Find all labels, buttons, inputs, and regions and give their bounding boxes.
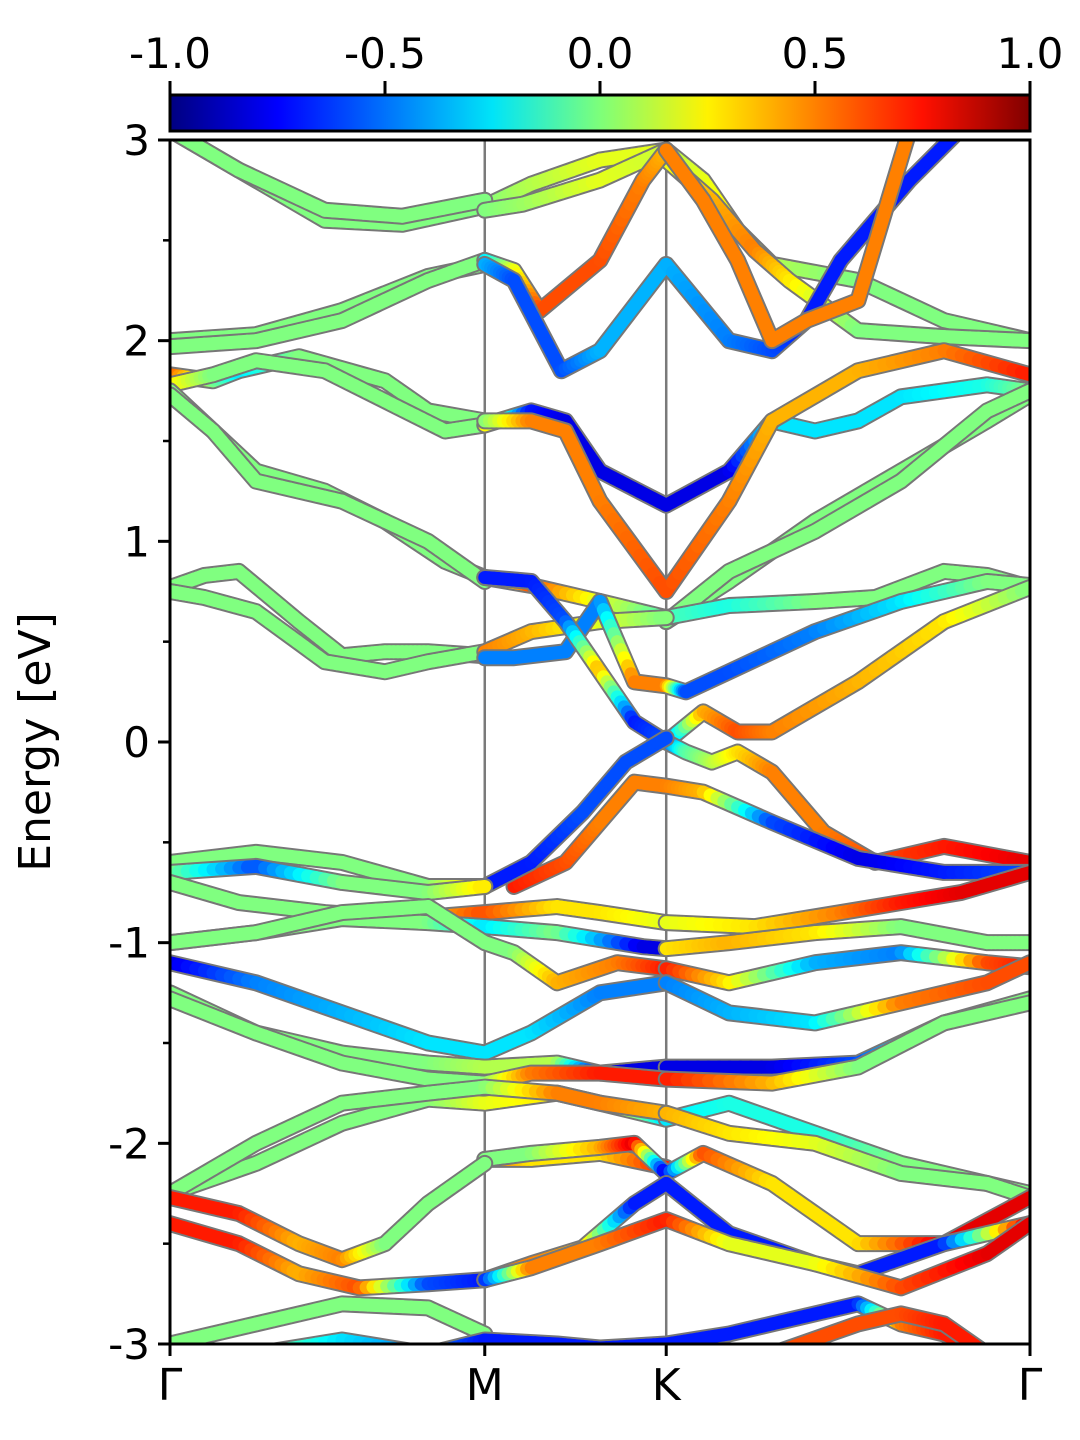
band-segment <box>973 1341 985 1344</box>
band-54 <box>772 1305 988 1354</box>
y-tick-label-3: 0 <box>123 718 150 767</box>
x-tick-label-2: K <box>652 1360 682 1411</box>
band-segment <box>772 1351 781 1354</box>
band-7 <box>170 251 494 356</box>
x-tick-label-0: Γ <box>158 1360 183 1411</box>
band-segment <box>442 1341 456 1344</box>
band-16 <box>170 386 494 590</box>
band-segment <box>174 140 190 145</box>
band-segment <box>277 1343 285 1344</box>
band-segment <box>293 1339 314 1344</box>
x-tick-label-1: M <box>466 1360 504 1411</box>
colorbar-tick-label-1: -0.5 <box>344 29 426 78</box>
colorbar-tick-label-4: 1.0 <box>997 29 1064 78</box>
band-40 <box>170 990 675 1092</box>
band-segment <box>983 1351 987 1354</box>
y-tick-label-6: 3 <box>123 116 150 165</box>
band-segment <box>983 1352 987 1354</box>
y-tick-label-5: 2 <box>123 317 150 366</box>
band-segment <box>976 1343 981 1344</box>
band-lines <box>170 140 1030 1354</box>
band-segment <box>472 1156 492 1174</box>
band-10 <box>657 140 916 350</box>
x-tick-label-3: Γ <box>1018 1360 1043 1411</box>
band-segment <box>265 1351 274 1352</box>
band-segment <box>441 1343 448 1344</box>
band-segment <box>963 1339 980 1344</box>
colorbar: -1.0 -0.5 0.0 0.5 1.0 <box>129 29 1063 133</box>
band-segment <box>472 879 492 894</box>
band-segment <box>428 1353 434 1354</box>
band-outline-47 <box>476 1134 1030 1253</box>
band-segment <box>411 1351 420 1352</box>
band-segment <box>655 731 673 747</box>
colorbar-ticks: -1.0 -0.5 0.0 0.5 1.0 <box>129 29 1063 95</box>
band-49 <box>170 1215 494 1297</box>
band-segment <box>780 1341 795 1344</box>
band-41 <box>657 994 1030 1092</box>
band-segment <box>445 1340 463 1344</box>
colorbar-tick-label-0: -1.0 <box>129 29 211 78</box>
y-tick-label-4: 1 <box>123 517 150 566</box>
band-25 <box>657 733 1030 871</box>
band-9 <box>476 140 962 380</box>
band-outline-31 <box>657 863 1030 936</box>
band-segment <box>945 140 959 145</box>
band-14 <box>476 342 1030 600</box>
band-segment <box>470 193 492 209</box>
band-31 <box>657 863 1030 936</box>
band-segment <box>388 1341 405 1344</box>
y-tick-label-0: -3 <box>108 1320 150 1369</box>
band-37 <box>657 954 1030 1032</box>
band-segment <box>285 1340 305 1344</box>
y-tick-label-1: -2 <box>108 1119 150 1168</box>
band-20 <box>170 583 494 681</box>
band-33 <box>657 918 1030 958</box>
band-2 <box>170 140 494 225</box>
y-axis-ticks: -3 -2 -1 0 1 2 3 <box>108 116 170 1369</box>
band-segment <box>450 1339 469 1344</box>
band-45 <box>657 1104 1030 1207</box>
band-52 <box>170 1295 494 1344</box>
band-34 <box>170 898 675 992</box>
band-segment <box>434 1351 440 1352</box>
band-segment <box>370 1339 391 1344</box>
colorbar-tick-label-2: 0.0 <box>567 29 634 78</box>
band-segment <box>897 140 914 154</box>
band-segment <box>399 1343 407 1344</box>
band-36 <box>170 954 675 1062</box>
band-23 <box>476 572 1030 701</box>
band-segment <box>256 1353 265 1354</box>
band-segment <box>379 1340 399 1344</box>
colorbar-tick-label-3: 0.5 <box>782 29 849 78</box>
band-segment <box>279 1341 296 1344</box>
band-47 <box>476 1134 1030 1253</box>
band-segment <box>419 1353 428 1354</box>
band-27 <box>476 729 675 895</box>
colorbar-gradient <box>168 93 1032 133</box>
y-tick-label-2: -1 <box>108 919 150 968</box>
band-44 <box>170 1078 675 1202</box>
plot-area: -3 -2 -1 0 1 2 3 Γ M K Γ Energy [eV] <box>10 116 1043 1411</box>
band-19 <box>170 562 494 665</box>
band-48 <box>170 1154 494 1269</box>
y-axis-label: Energy [eV] <box>10 612 61 872</box>
band-35 <box>657 944 1030 992</box>
band-51 <box>476 1211 1030 1297</box>
band-segment <box>969 1341 981 1344</box>
band-12 <box>170 352 494 440</box>
